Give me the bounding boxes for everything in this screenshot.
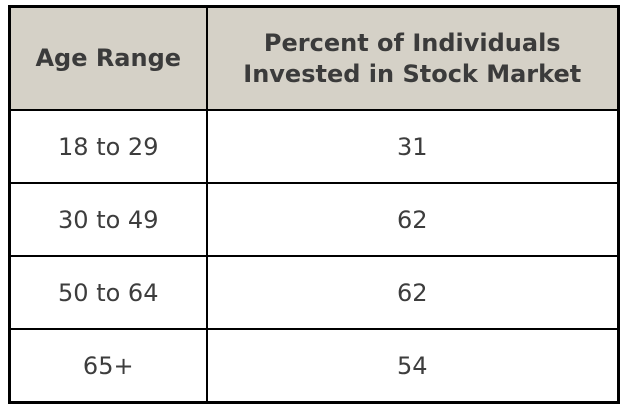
- table-header-row: Age Range Percent of Individuals Investe…: [8, 5, 620, 111]
- table-row: 18 to 29 31: [8, 109, 620, 184]
- age-range-cell: 50 to 64: [8, 255, 208, 330]
- age-investment-table: Age Range Percent of Individuals Investe…: [8, 5, 620, 404]
- table-row: 50 to 64 62: [8, 255, 620, 330]
- percent-cell: 31: [205, 109, 620, 184]
- percent-cell: 54: [205, 328, 620, 404]
- table-row: 30 to 49 62: [8, 182, 620, 257]
- age-range-cell: 18 to 29: [8, 109, 208, 184]
- table-row: 65+ 54: [8, 328, 620, 404]
- column-header-age-range: Age Range: [8, 5, 208, 111]
- percent-cell: 62: [205, 182, 620, 257]
- age-range-cell: 30 to 49: [8, 182, 208, 257]
- column-header-percent-invested: Percent of Individuals Invested in Stock…: [205, 5, 620, 111]
- percent-cell: 62: [205, 255, 620, 330]
- age-range-cell: 65+: [8, 328, 208, 404]
